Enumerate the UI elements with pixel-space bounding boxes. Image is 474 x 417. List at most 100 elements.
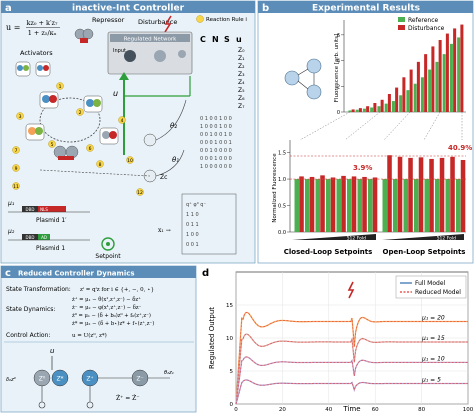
node-z5-z6-bind	[58, 156, 74, 160]
plasmid1-dbd-segment	[22, 234, 38, 240]
top-chart-y-label: Fluorescence [arb. units]	[334, 34, 340, 102]
reduced-model-line-3	[235, 356, 468, 405]
closed-loop-setpoints-label: Closed-Loop Setpoints	[284, 248, 373, 256]
control-action-equation: u = U(z⁰, z*)	[72, 332, 107, 339]
closed-loop-fold-label: 512 Fold	[347, 236, 366, 242]
reduced-model-line-1	[235, 312, 468, 405]
reaction-marker-3	[16, 112, 24, 120]
reaction-marker-10	[126, 156, 134, 164]
node-zc-label: Zc	[160, 174, 167, 181]
plot-grid	[235, 272, 469, 405]
reduced-matrix-box	[181, 193, 237, 255]
reaction-marker-9	[12, 164, 20, 172]
reduced-network-diagram: u Z⁰ Z* Z⁺ Z⁻ θ₂z₁ δ₀z⁰ Ż⁺ = Ż⁻	[6, 347, 174, 409]
state-dynamics-eq-2: ż⁻ = μ₂ − φ(x¹,z⁺,z⁻) − δz⁻	[72, 304, 142, 311]
reaction-marker-4	[118, 116, 126, 124]
reaction-rule-icon	[196, 15, 204, 23]
bottom-bar-reference	[357, 179, 363, 232]
plot-ticks: 0 20 40 60 80 100 0 5 10 15	[226, 303, 474, 413]
reduced-matrix-row-2: 1 1 0	[186, 212, 199, 218]
reaction-marker-4-label: 4	[121, 118, 124, 124]
network-node-xn	[154, 50, 166, 62]
matrix-row-2: 1 0 0 0 1 0 0	[200, 124, 232, 130]
bottom-bar-disturbance	[429, 158, 434, 232]
cnsu-header-u: u	[236, 35, 242, 44]
top-bar-disturbance	[416, 61, 420, 112]
plasmid1p-nls-segment	[38, 206, 50, 212]
reaction-marker-6	[86, 144, 94, 152]
bottom-bar-reference	[315, 179, 321, 232]
reduced-delta-label: δ₀z⁰	[6, 377, 16, 383]
bottom-bar-disturbance	[372, 177, 378, 232]
schematic-edge-1	[297, 68, 309, 76]
bottom-bar-disturbance	[341, 175, 346, 232]
species-z2: Z₂	[238, 63, 245, 70]
bottom-bar-reference	[326, 179, 331, 232]
plot-lines	[235, 311, 468, 405]
mu-label-4: μ₁ = 5	[421, 377, 441, 384]
panel-b-letter: b	[262, 3, 269, 14]
mu-labels: μ₁ = 20 μ₁ = 15 μ₁ = 10 μ₁ = 5	[421, 315, 445, 384]
setpoint-icon	[101, 237, 115, 251]
top-bar-disturbance	[366, 106, 370, 112]
bottom-y-tick-label: 1.0	[278, 177, 286, 183]
schematic-edge-2	[297, 80, 309, 90]
bottom-bar-reference	[393, 179, 398, 232]
panel-a-letter: a	[5, 3, 12, 14]
top-bar-disturbance	[460, 24, 464, 113]
top-bar-reference	[435, 61, 439, 112]
mu-label-1: μ₁ = 20	[421, 315, 445, 322]
matrix-row-1: 0 1 0 0 1 0 0	[200, 116, 232, 122]
matrix-row-6: 0 0 0 1 0 0 0	[200, 156, 232, 162]
top-bar-reference	[413, 83, 417, 112]
top-bar-reference	[457, 37, 461, 112]
panel-b-header	[258, 1, 473, 13]
panel-c-header	[1, 266, 196, 278]
bottom-bar-reference	[456, 179, 461, 232]
open-loop-setpoints-label: Open-Loop Setpoints	[383, 248, 466, 256]
top-bar-reference	[348, 110, 352, 112]
reaction-marker-7-label: 7	[15, 148, 18, 154]
top-y-tick-label: 2	[337, 84, 340, 90]
x-tick-label: 0	[234, 407, 238, 413]
bottom-bar-reference	[305, 179, 310, 232]
node-z2-sub-b	[93, 99, 101, 107]
species-z1: Z₁	[238, 55, 245, 62]
setpoint-icon-center	[106, 242, 110, 246]
reduced-u-label: u	[50, 347, 55, 355]
theta1-label: θ₁	[172, 156, 179, 164]
bottom-bar-reference	[368, 179, 373, 232]
top-bar-disturbance	[358, 108, 362, 112]
bottom-bar-disturbance	[387, 155, 392, 232]
bottom-bar-disturbance	[408, 157, 413, 232]
legend-full-model-label: Full Model	[415, 280, 446, 287]
top-y-tick-label: 6	[337, 33, 340, 39]
reaction-marker-9-label: 9	[15, 166, 18, 172]
matrix-row-5: 0 0 1 0 0 0 0	[200, 148, 232, 154]
state-dynamics-eq-4: ż* = μ₂ − (δ + b⋆)z* + f⋆(z⁺,z⁻)	[72, 320, 154, 327]
reduced-node-zplus-label: Z⁺	[86, 376, 93, 383]
bottom-bar-disturbance	[418, 157, 424, 232]
bottom-chart-y-ticks: 0.0 0.5 1.0 1.5	[278, 151, 290, 236]
species-z7: Z₇	[238, 103, 245, 110]
closed-loop-fold-wedge	[292, 234, 376, 240]
reduced-matrix-row-4: 1 0 0	[186, 232, 199, 238]
reduced-node-zstar-label: Z*	[56, 376, 63, 383]
mu-label-3: μ₁ = 10	[421, 355, 445, 362]
node-z3-sub-b	[35, 127, 43, 135]
open-loop-fold-label: 512 Fold	[437, 236, 456, 242]
state-transformation-label: State Transformation:	[6, 286, 71, 293]
top-bar-disturbance	[387, 94, 391, 112]
theta1-arrow	[155, 149, 185, 177]
controller-cycle-outline	[39, 97, 101, 143]
reaction-marker-10-label: 10	[127, 158, 133, 164]
u-arrow-head	[119, 72, 129, 80]
bottom-bar-disturbance	[330, 177, 336, 232]
plasmid1p-repressor-segment	[50, 206, 66, 212]
top-bar-disturbance	[373, 103, 377, 112]
top-y-tick-label: 4	[337, 59, 340, 65]
bottom-bar-reference	[445, 179, 451, 232]
disturbance-label: Disturbance	[138, 18, 177, 26]
reaction-marker-11-label: 11	[13, 184, 19, 190]
